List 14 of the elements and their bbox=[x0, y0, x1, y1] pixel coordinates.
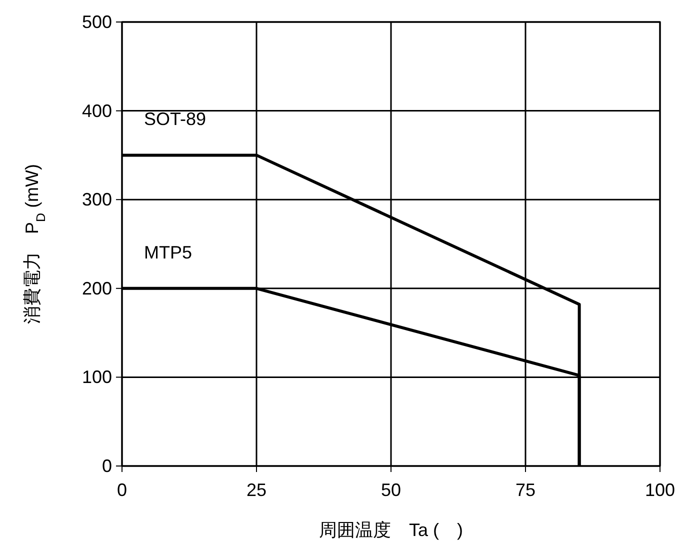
x-tick-label: 0 bbox=[116, 480, 128, 500]
y-tick-label: 0 bbox=[102, 456, 112, 476]
x-tick-label: 25 bbox=[246, 480, 267, 500]
y-tick-label: 300 bbox=[82, 190, 112, 210]
y-tick-label: 400 bbox=[82, 100, 112, 121]
y-tick-label: 200 bbox=[82, 278, 112, 298]
x-axis-title: 周囲温度 Ta ( ) bbox=[319, 520, 463, 540]
series-label: SOT-89 bbox=[144, 109, 206, 130]
series-label: MTP5 bbox=[144, 242, 192, 262]
y-tick-label: 500 bbox=[82, 12, 112, 32]
y-tick-label: 100 bbox=[82, 367, 112, 388]
x-tick-label: 50 bbox=[380, 480, 402, 500]
x-tick-label: 100 bbox=[644, 480, 676, 500]
x-tick-label: 75 bbox=[515, 480, 536, 500]
